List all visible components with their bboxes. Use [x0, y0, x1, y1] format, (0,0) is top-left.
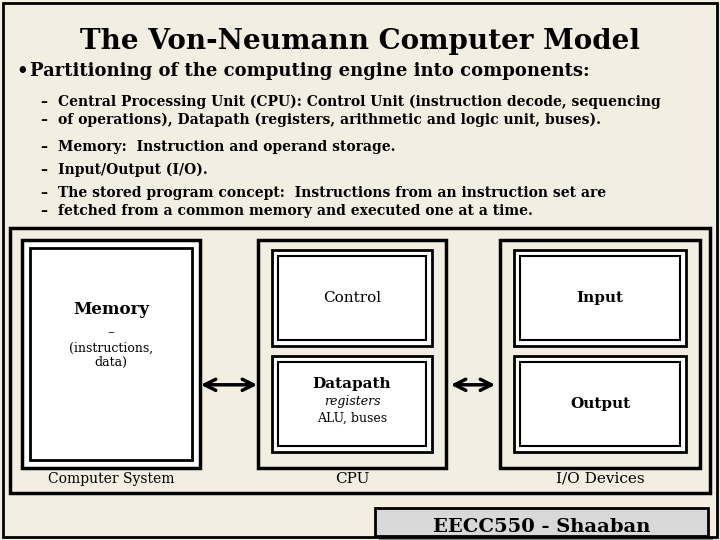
- Bar: [520, 362, 680, 446]
- Text: Output: Output: [570, 397, 630, 411]
- Text: Computer System: Computer System: [48, 472, 174, 486]
- Text: fetched from a common memory and executed one at a time.: fetched from a common memory and execute…: [58, 204, 533, 218]
- Bar: [278, 362, 426, 446]
- Text: –: –: [107, 325, 114, 339]
- Bar: [514, 356, 686, 452]
- Text: Input: Input: [577, 291, 624, 305]
- Text: I/O Devices: I/O Devices: [556, 472, 644, 486]
- Text: –: –: [40, 204, 47, 218]
- Text: The Von-Neumann Computer Model: The Von-Neumann Computer Model: [80, 28, 640, 55]
- Text: –: –: [40, 140, 47, 154]
- Bar: [272, 250, 432, 346]
- Text: (instructions,: (instructions,: [69, 341, 153, 354]
- Text: –: –: [40, 163, 47, 177]
- Text: –: –: [40, 113, 47, 127]
- Text: of operations), Datapath (registers, arithmetic and logic unit, buses).: of operations), Datapath (registers, ari…: [58, 113, 601, 127]
- Bar: [272, 356, 432, 452]
- Bar: [258, 240, 446, 468]
- Text: •: •: [16, 62, 27, 80]
- Bar: [22, 240, 200, 468]
- Bar: [520, 256, 680, 340]
- Bar: [30, 248, 192, 460]
- Text: –: –: [40, 186, 47, 200]
- Text: CPU: CPU: [335, 472, 369, 486]
- Bar: [500, 240, 700, 468]
- Text: –: –: [40, 95, 47, 109]
- Bar: [10, 228, 710, 493]
- Bar: [514, 250, 686, 346]
- Text: Memory:  Instruction and operand storage.: Memory: Instruction and operand storage.: [58, 140, 395, 154]
- Text: registers: registers: [324, 395, 380, 408]
- Text: Control: Control: [323, 291, 381, 305]
- Text: Central Processing Unit (CPU): Control Unit (instruction decode, sequencing: Central Processing Unit (CPU): Control U…: [58, 95, 661, 110]
- Text: ALU, buses: ALU, buses: [317, 411, 387, 424]
- Text: Datapath: Datapath: [312, 377, 391, 391]
- Bar: [375, 508, 708, 536]
- Text: Memory: Memory: [73, 301, 149, 319]
- Text: The stored program concept:  Instructions from an instruction set are: The stored program concept: Instructions…: [58, 186, 606, 200]
- Bar: [278, 256, 426, 340]
- Text: data): data): [94, 355, 127, 368]
- Bar: [379, 512, 712, 540]
- Text: Input/Output (I/O).: Input/Output (I/O).: [58, 163, 208, 178]
- Text: EECC550 - Shaaban: EECC550 - Shaaban: [433, 518, 650, 536]
- Text: Partitioning of the computing engine into components:: Partitioning of the computing engine int…: [30, 62, 590, 80]
